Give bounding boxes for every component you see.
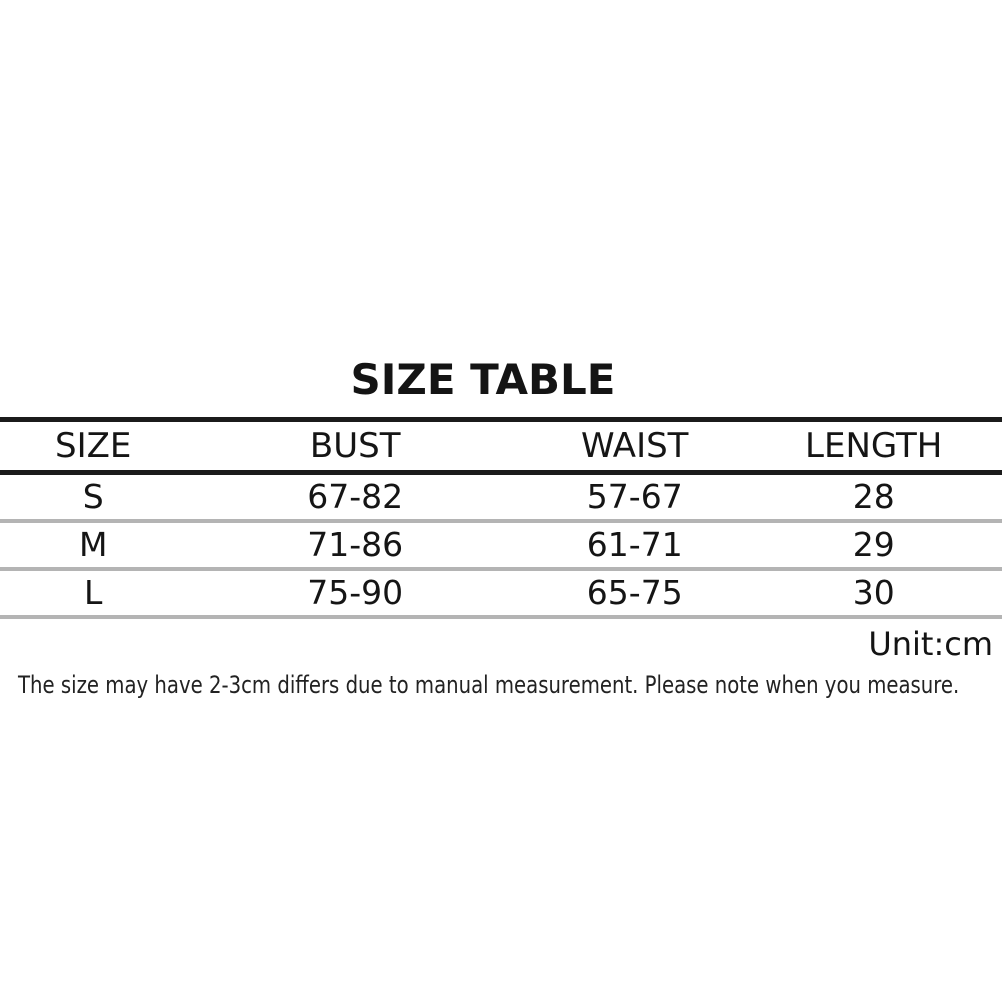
unit-label: Unit:cm xyxy=(868,625,993,663)
cell-bust: 75-90 xyxy=(307,573,404,612)
column-header-length: LENGTH xyxy=(805,426,943,466)
table-row-m: M 71-86 61-71 29 xyxy=(0,523,1002,571)
cell-waist: 57-67 xyxy=(586,477,683,516)
cell-bust: 67-82 xyxy=(307,477,404,516)
cell-size: S xyxy=(82,477,104,516)
cell-size: L xyxy=(83,573,103,612)
cell-waist: 61-71 xyxy=(586,525,683,564)
table-row-l: L 75-90 65-75 30 xyxy=(0,571,1002,619)
cell-length: 28 xyxy=(852,477,895,516)
column-header-waist: WAIST xyxy=(581,426,689,466)
cell-waist: 65-75 xyxy=(586,573,683,612)
cell-length: 30 xyxy=(852,573,895,612)
measurement-note: The size may have 2-3cm differs due to m… xyxy=(18,671,960,699)
cell-length: 29 xyxy=(852,525,895,564)
table-row-s: S 67-82 57-67 28 xyxy=(0,475,1002,523)
column-header-size: SIZE xyxy=(54,426,132,466)
column-header-bust: BUST xyxy=(309,426,401,466)
table-header-row: SIZE BUST WAIST LENGTH xyxy=(0,422,1002,475)
cell-size: M xyxy=(78,525,108,564)
page-title: SIZE TABLE xyxy=(350,355,616,404)
size-table: SIZE BUST WAIST LENGTH S 67-82 57-67 28 … xyxy=(0,417,1002,619)
cell-bust: 71-86 xyxy=(307,525,404,564)
